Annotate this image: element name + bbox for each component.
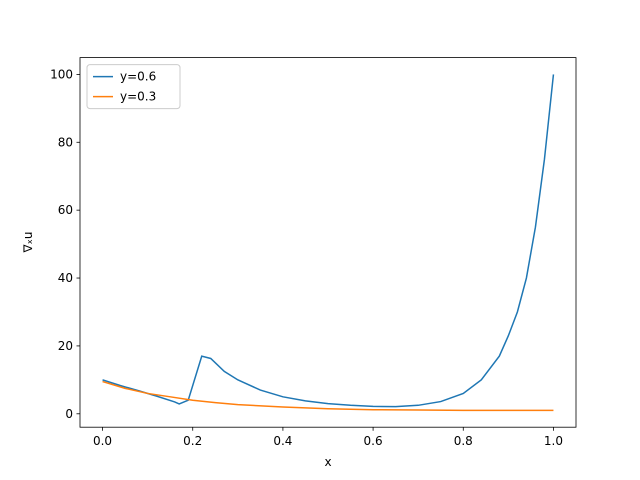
x-axis-label: x — [324, 455, 331, 469]
y-tick-label: 100 — [50, 67, 73, 81]
y-tick-label: 0 — [65, 407, 73, 421]
legend-label: y=0.3 — [120, 90, 156, 104]
x-tick-label: 0.8 — [454, 434, 473, 448]
y-tick-label: 80 — [58, 135, 73, 149]
axes-frame — [79, 57, 577, 428]
y-tick-label: 60 — [58, 203, 73, 217]
y-axis-label: ∇ₓu — [21, 232, 35, 254]
x-tick-label: 1.0 — [544, 434, 563, 448]
data-line — [102, 380, 554, 412]
x-tick-label: 0.0 — [93, 434, 112, 448]
y-tick-label: 40 — [58, 271, 73, 285]
x-tick-label: 0.4 — [273, 434, 292, 448]
y-tick-label: 20 — [58, 339, 73, 353]
legend-label: y=0.6 — [120, 70, 156, 84]
data-line — [102, 74, 555, 408]
x-tick-label: 0.2 — [183, 434, 202, 448]
legend-box — [86, 64, 181, 110]
x-tick-label: 0.6 — [364, 434, 383, 448]
